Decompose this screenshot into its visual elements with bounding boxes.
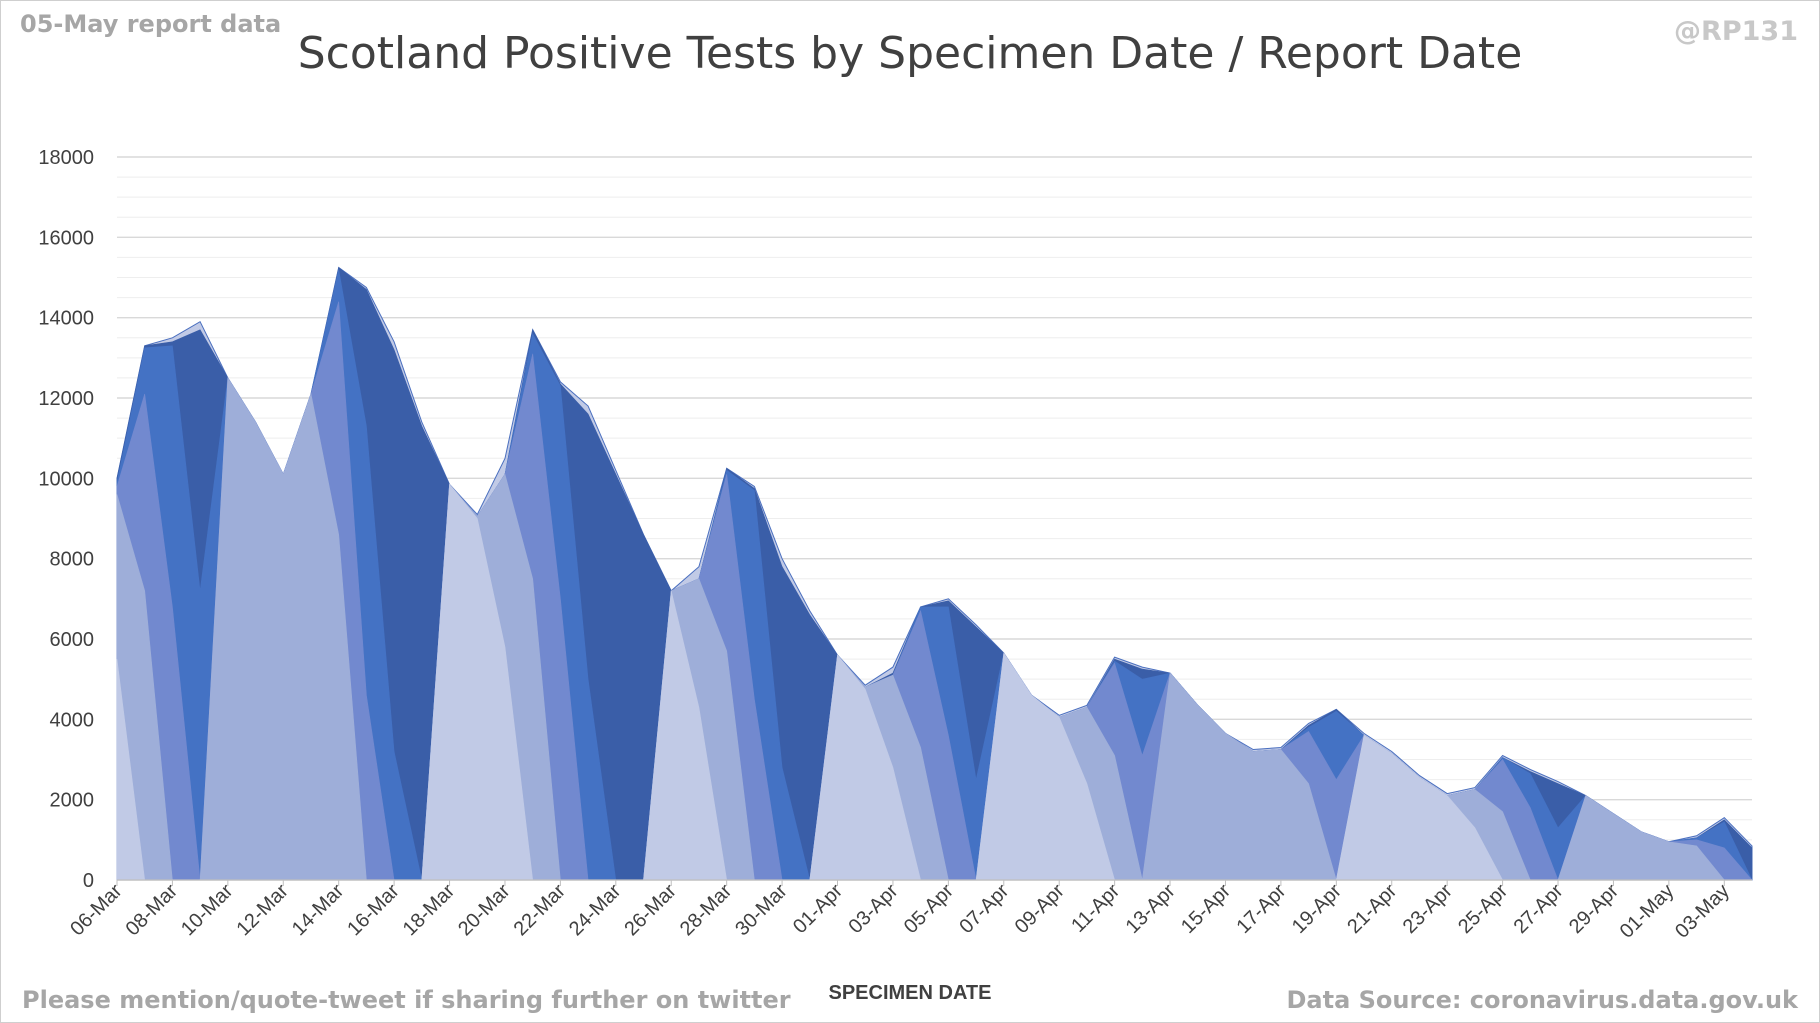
x-tick-label: 05-Apr [900,880,958,938]
x-tick-label: 29-Apr [1565,880,1623,938]
x-tick-label: 24-Mar [565,880,626,941]
y-axis-ticks: 0 2000 4000 6000 8000 10000 12000 14000 16000 180… [38,147,94,892]
x-tick-label: 26-Mar [620,880,681,941]
y-tick-label: 16000 [38,227,94,249]
y-tick-label: 10000 [38,468,94,490]
y-tick-label: 8000 [50,549,95,571]
data-areas [116,266,1753,881]
y-tick-label: 12000 [38,388,94,410]
chart-title: Scotland Positive Tests by Specimen Date… [297,28,1523,79]
report-date-label: 05-May report data [20,10,282,38]
y-tick-label: 4000 [50,709,95,731]
x-tick-label: 30-Mar [731,880,792,941]
x-tick-label: 01-May [1616,880,1679,943]
x-tick-label: 01-Apr [789,880,847,938]
x-tick-label: 03-Apr [844,880,902,938]
footer-source: Data Source: coronavirus.data.gov.uk [1286,986,1799,1014]
x-tick-label: 28-Mar [676,880,737,941]
y-tick-label: 18000 [38,147,94,169]
x-tick-label: 21-Apr [1343,880,1401,938]
x-tick-label: 22-Mar [510,880,571,941]
y-tick-label: 2000 [50,790,95,812]
y-tick-label: 14000 [38,308,94,330]
x-tick-label: 08-Mar [122,880,183,941]
x-tick-label: 15-Apr [1177,880,1235,938]
x-tick-label: 18-Mar [399,880,460,941]
x-tick-label: 20-Mar [454,880,515,941]
author-handle: @RP131 [1674,16,1798,47]
x-tick-label: 12-Mar [232,880,293,941]
x-axis-ticks: 06-Mar08-Mar10-Mar12-Mar14-Mar16-Mar18-M… [66,880,1734,943]
x-tick-label: 09-Apr [1011,880,1069,938]
x-tick-label: 16-Mar [343,880,404,941]
footer-note: Please mention/quote-tweet if sharing fu… [22,986,791,1014]
x-tick-label: 06-Mar [66,880,127,941]
x-tick-label: 11-Apr [1067,880,1124,937]
y-tick-label: 6000 [50,629,95,651]
x-tick-label: 27-Apr [1510,880,1568,938]
x-tick-label: 17-Apr [1232,880,1290,938]
x-axis-title: SPECIMEN DATE [828,982,992,1004]
x-tick-label: 23-Apr [1399,880,1457,938]
x-tick-label: 14-Mar [288,880,349,941]
x-tick-label: 19-Apr [1288,880,1346,938]
x-tick-label: 10-Mar [177,880,238,941]
x-tick-label: 07-Apr [955,880,1013,938]
x-tick-label: 03-May [1671,880,1734,943]
x-tick-label: 25-Apr [1454,880,1512,938]
y-tick-label: 0 [83,870,94,892]
x-tick-label: 13-Apr [1122,880,1180,938]
